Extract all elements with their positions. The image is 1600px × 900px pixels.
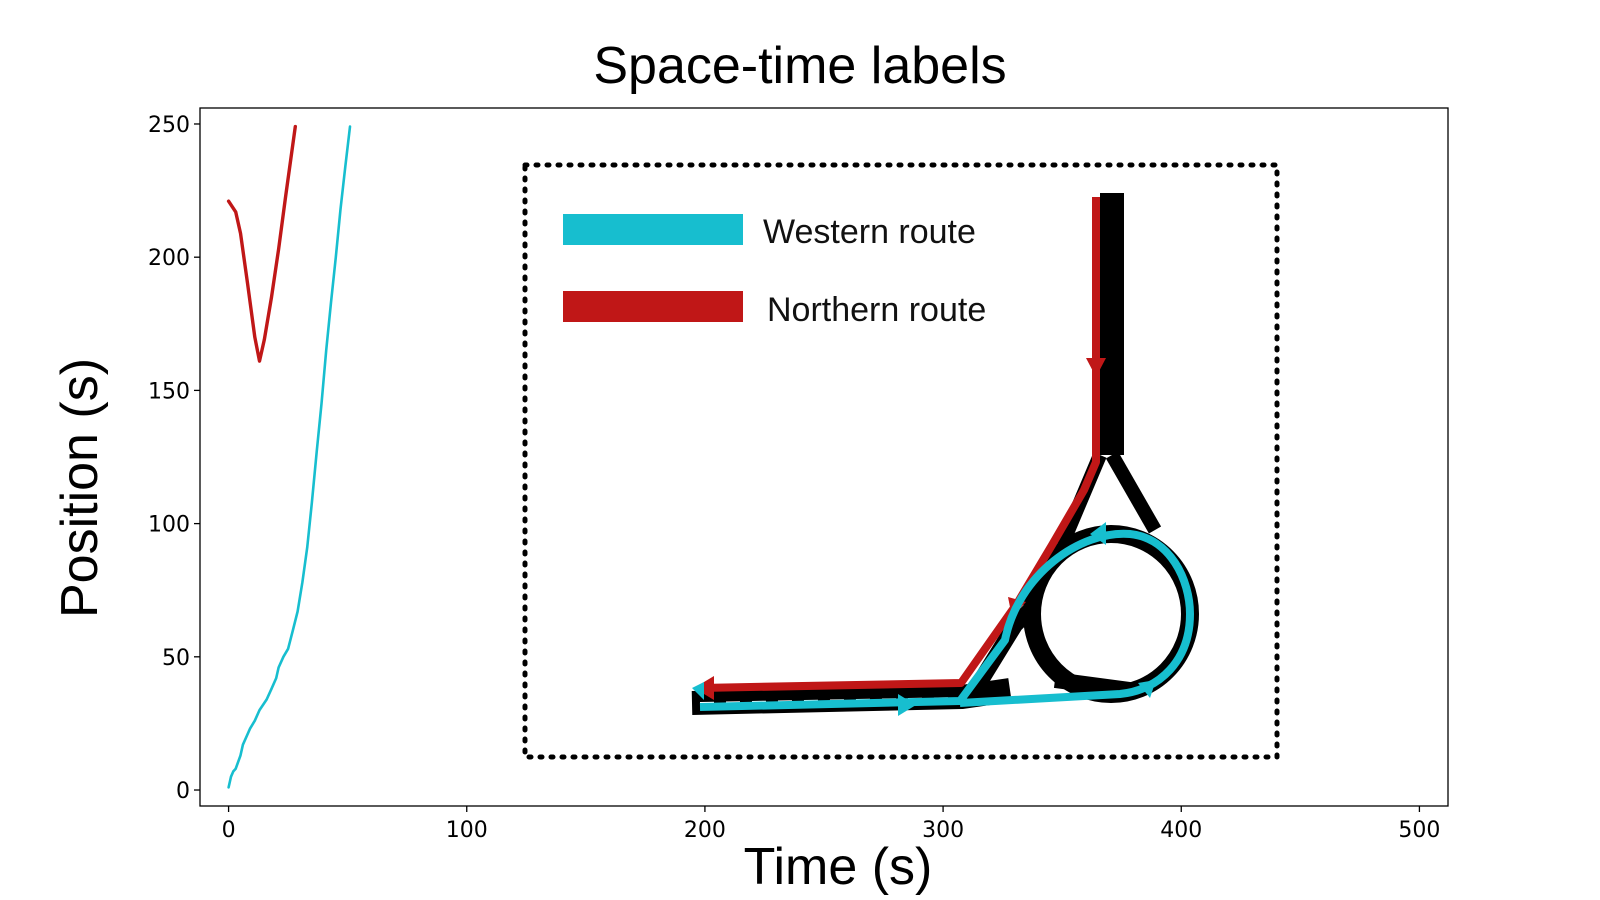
x-tick-label-2: 200 [684,818,726,843]
legend-swatch-northern [563,291,743,322]
plot-area [199,107,1449,807]
x-axis: 0 100 200 300 400 500 [222,806,1440,843]
x-tick-label-1: 100 [446,818,488,843]
inset-frame [522,162,1280,760]
western-arrow-1 [898,694,916,716]
y-tick-label-2: 100 [148,513,190,538]
chart-title: Space-time labels [593,37,1006,95]
road-south-connector [1053,672,1132,698]
western-route-path [699,529,1194,711]
y-tick-label-3: 150 [148,379,190,404]
y-tick-label-5: 250 [148,113,190,138]
western-arrow-2 [1138,680,1156,698]
legend-label-western: Western route [763,213,976,251]
x-tick-label-5: 500 [1398,818,1440,843]
y-axis: 0 50 100 150 200 250 [148,113,200,804]
x-tick-label-0: 0 [222,818,236,843]
northern-arrow-1 [1086,358,1106,377]
y-tick-label-0: 0 [176,779,190,804]
series-line-northern [226,124,297,363]
series-line-western [227,125,352,789]
western-arrow-3 [1090,522,1106,545]
y-tick-label-1: 50 [162,646,190,671]
x-axis-label: Time (s) [744,838,933,896]
y-axis-label: Position (s) [51,358,109,618]
y-tick-label-4: 200 [148,246,190,271]
legend-swatch-western [563,214,743,245]
route-map-inset: Western route Northern route [522,162,1280,760]
western-arrow-4 [692,682,704,700]
northern-route-path [699,197,1100,692]
legend-label-northern: Northern route [767,291,986,329]
road-network [691,193,1199,715]
series-layer [226,124,352,789]
x-tick-label-3: 300 [922,818,964,843]
x-tick-label-4: 400 [1160,818,1202,843]
road-east-branch [1105,451,1162,534]
